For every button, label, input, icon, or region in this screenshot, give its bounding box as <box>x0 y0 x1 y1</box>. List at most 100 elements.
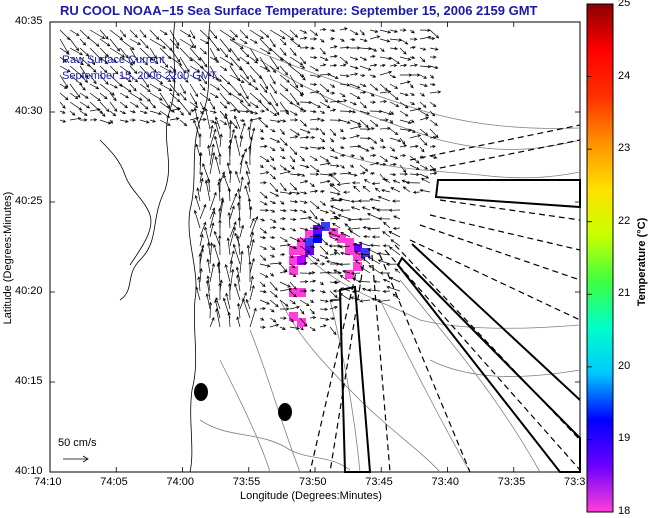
current-vector <box>159 119 171 126</box>
y-tick-label: 40:15 <box>15 375 43 387</box>
current-vector <box>199 233 204 247</box>
current-vector <box>379 63 386 68</box>
current-vector <box>139 38 149 49</box>
current-vector <box>359 171 367 175</box>
current-vector <box>429 47 439 51</box>
sst-pixel <box>345 246 354 255</box>
current-vector <box>319 101 331 109</box>
current-vector <box>289 83 305 96</box>
current-vector <box>199 56 208 68</box>
current-vector <box>269 261 283 265</box>
current-vector <box>219 171 225 184</box>
current-vector <box>279 326 286 330</box>
current-vector <box>339 92 346 98</box>
current-vector <box>299 216 313 220</box>
current-vector <box>196 187 201 202</box>
current-vector <box>419 155 425 159</box>
current-vector <box>189 38 196 49</box>
current-vector <box>319 307 329 311</box>
current-vector <box>339 99 348 103</box>
current-vector <box>329 209 336 215</box>
current-vector <box>189 65 201 73</box>
current-vector <box>289 191 301 195</box>
current-vector <box>289 281 297 290</box>
current-vector <box>359 119 369 128</box>
current-vector <box>329 172 337 176</box>
current-vector <box>399 80 411 85</box>
current-vector <box>369 83 379 91</box>
current-vector <box>339 262 351 267</box>
current-vector <box>419 92 426 97</box>
current-vector <box>329 63 338 68</box>
current-vector <box>289 56 304 66</box>
overlay-caption-line2: September 15, 2006 2200 GMT <box>62 70 217 82</box>
current-vector <box>331 222 341 229</box>
current-vector <box>339 128 344 133</box>
current-vector <box>389 119 394 124</box>
current-vector <box>319 236 329 246</box>
current-vector <box>149 74 164 85</box>
current-vector <box>249 38 258 44</box>
current-vector <box>359 90 367 95</box>
current-vector <box>419 188 431 193</box>
current-vector <box>239 109 250 114</box>
current-vector <box>340 287 351 292</box>
current-vector <box>159 47 172 60</box>
current-vector <box>249 205 253 220</box>
current-vector <box>419 101 427 108</box>
current-vector <box>409 92 415 96</box>
current-vector <box>119 56 134 66</box>
current-vector <box>289 155 296 163</box>
current-vector <box>269 155 275 162</box>
current-vector <box>219 29 236 41</box>
current-vector <box>79 38 87 46</box>
current-vector <box>377 195 391 202</box>
current-vector <box>259 272 269 278</box>
current-vector <box>349 65 359 70</box>
current-vector <box>279 164 288 171</box>
current-vector <box>360 266 371 274</box>
current-vector <box>189 47 202 61</box>
current-vector <box>209 262 215 283</box>
current-vector <box>249 275 254 292</box>
current-vector <box>215 296 221 310</box>
current-vector <box>189 29 196 40</box>
current-vector <box>259 245 268 250</box>
current-vector <box>59 92 69 101</box>
current-vector <box>199 38 210 44</box>
current-vector <box>299 46 309 50</box>
current-vector <box>349 154 356 158</box>
current-vector <box>382 289 391 294</box>
current-vector <box>379 118 389 122</box>
current-vector <box>229 108 238 112</box>
current-vector <box>388 246 401 256</box>
current-vector <box>233 134 241 157</box>
current-vector <box>329 326 337 336</box>
current-vector <box>247 126 251 139</box>
current-vector <box>389 155 399 160</box>
current-vector <box>109 101 118 112</box>
colorbar-tick-label: 25 <box>618 0 631 9</box>
current-vector <box>204 179 211 202</box>
current-vector <box>189 83 199 98</box>
current-vector <box>199 171 204 184</box>
current-vector <box>289 118 299 122</box>
current-vector <box>229 192 238 211</box>
current-vector <box>249 231 255 247</box>
current-vector <box>129 110 136 114</box>
sst-pixel <box>289 266 298 275</box>
current-vector <box>269 119 281 124</box>
current-vector <box>390 239 401 247</box>
colorbar-ticks <box>587 3 592 513</box>
current-vector <box>239 56 250 65</box>
current-vector <box>390 187 401 193</box>
current-vector <box>369 74 377 78</box>
current-vector <box>369 119 379 127</box>
current-vector <box>259 101 270 112</box>
current-vector <box>429 29 440 39</box>
current-vector <box>69 92 79 100</box>
current-vector <box>269 235 276 240</box>
current-vector <box>389 29 399 33</box>
current-vector <box>259 218 266 222</box>
current-vector <box>367 227 381 231</box>
